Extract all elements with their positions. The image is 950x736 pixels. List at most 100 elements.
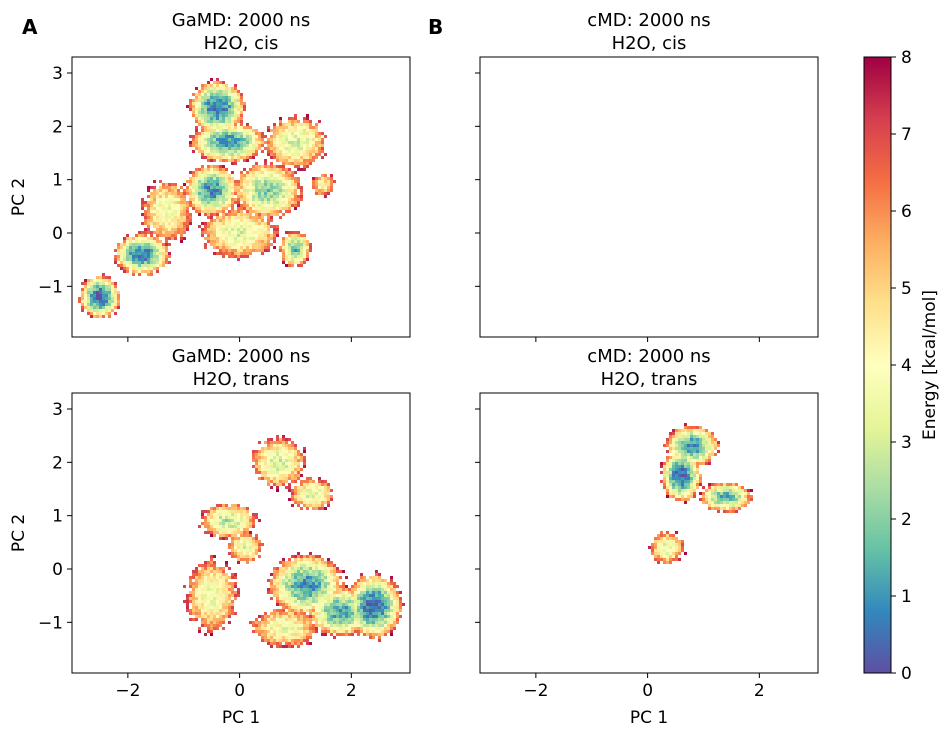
heat-cell bbox=[684, 501, 687, 504]
heat-cell bbox=[390, 621, 393, 624]
heat-cell bbox=[153, 204, 156, 207]
heat-cell bbox=[255, 210, 258, 213]
heat-cell bbox=[678, 546, 681, 549]
heat-cell bbox=[249, 126, 252, 129]
heat-cell bbox=[663, 486, 666, 489]
heat-cell bbox=[291, 621, 294, 624]
heat-cell bbox=[267, 483, 270, 486]
heat-cell bbox=[198, 576, 201, 579]
heat-cell bbox=[288, 453, 291, 456]
heat-cell bbox=[681, 453, 684, 456]
heat-cell bbox=[270, 186, 273, 189]
heat-cell bbox=[264, 186, 267, 189]
heat-cell bbox=[144, 249, 147, 252]
heat-cell bbox=[381, 603, 384, 606]
heat-cell bbox=[231, 516, 234, 519]
heat-cell bbox=[180, 225, 183, 228]
heat-cell bbox=[306, 564, 309, 567]
heat-cell bbox=[210, 84, 213, 87]
heat-cell bbox=[276, 435, 279, 438]
heat-cell bbox=[273, 228, 276, 231]
heat-cell bbox=[678, 444, 681, 447]
heat-cell bbox=[246, 144, 249, 147]
heat-cell bbox=[279, 141, 282, 144]
heat-cell bbox=[216, 531, 219, 534]
heat-cell bbox=[294, 243, 297, 246]
heat-cell bbox=[324, 567, 327, 570]
heat-cell bbox=[186, 225, 189, 228]
heat-cell bbox=[174, 237, 177, 240]
heat-cell bbox=[675, 459, 678, 462]
heat-cell bbox=[291, 153, 294, 156]
heat-cell bbox=[195, 573, 198, 576]
heat-cell bbox=[306, 258, 309, 261]
heat-cell bbox=[228, 534, 231, 537]
heat-cell bbox=[264, 198, 267, 201]
heat-cell bbox=[282, 201, 285, 204]
heat-cell bbox=[738, 507, 741, 510]
heat-cell bbox=[291, 606, 294, 609]
heat-cell bbox=[312, 498, 315, 501]
heat-cell bbox=[318, 588, 321, 591]
heat-cell bbox=[264, 618, 267, 621]
heat-cell bbox=[159, 192, 162, 195]
heat-cell bbox=[726, 483, 729, 486]
heat-cell bbox=[714, 486, 717, 489]
heat-cell bbox=[231, 150, 234, 153]
heat-cell bbox=[135, 243, 138, 246]
heat-cell bbox=[207, 129, 210, 132]
heat-cell bbox=[264, 141, 267, 144]
heat-cell bbox=[90, 303, 93, 306]
heat-cell bbox=[360, 609, 363, 612]
heat-cell bbox=[150, 255, 153, 258]
heat-cell bbox=[651, 552, 654, 555]
heat-cell bbox=[678, 450, 681, 453]
heat-cell bbox=[684, 480, 687, 483]
heat-cell bbox=[183, 216, 186, 219]
heat-cell bbox=[276, 213, 279, 216]
heat-cell bbox=[288, 489, 291, 492]
heat-cell bbox=[291, 570, 294, 573]
heat-cell bbox=[213, 567, 216, 570]
heat-cell bbox=[315, 180, 318, 183]
heat-cell bbox=[294, 147, 297, 150]
heat-cell bbox=[327, 570, 330, 573]
heat-cell bbox=[711, 447, 714, 450]
heat-cell bbox=[717, 504, 720, 507]
heat-cell bbox=[291, 474, 294, 477]
heat-cell bbox=[105, 294, 108, 297]
heat-cell bbox=[693, 462, 696, 465]
heat-cell bbox=[261, 630, 264, 633]
heat-cell bbox=[327, 495, 330, 498]
heat-cell bbox=[216, 165, 219, 168]
heat-cell bbox=[717, 483, 720, 486]
heat-cell bbox=[252, 156, 255, 159]
heat-cell bbox=[294, 231, 297, 234]
heat-cell bbox=[156, 210, 159, 213]
heat-cell bbox=[234, 225, 237, 228]
heat-cell bbox=[279, 582, 282, 585]
heat-cell bbox=[693, 474, 696, 477]
heat-cell bbox=[216, 114, 219, 117]
heat-cell bbox=[231, 222, 234, 225]
heat-cell bbox=[309, 486, 312, 489]
heat-cell bbox=[192, 102, 195, 105]
heat-cell bbox=[249, 537, 252, 540]
heat-cell bbox=[327, 624, 330, 627]
heat-cell bbox=[228, 600, 231, 603]
heat-cell bbox=[699, 498, 702, 501]
heat-cell bbox=[666, 537, 669, 540]
heat-cell bbox=[249, 189, 252, 192]
heat-cell bbox=[288, 576, 291, 579]
heat-cell bbox=[390, 630, 393, 633]
heat-cell bbox=[303, 159, 306, 162]
heat-cell bbox=[237, 540, 240, 543]
heat-cell bbox=[231, 147, 234, 150]
heat-cell bbox=[285, 486, 288, 489]
heat-cell bbox=[207, 615, 210, 618]
heat-cell bbox=[177, 219, 180, 222]
heat-cell bbox=[687, 477, 690, 480]
heat-cell bbox=[225, 120, 228, 123]
heat-cell bbox=[207, 144, 210, 147]
heat-cell bbox=[318, 150, 321, 153]
